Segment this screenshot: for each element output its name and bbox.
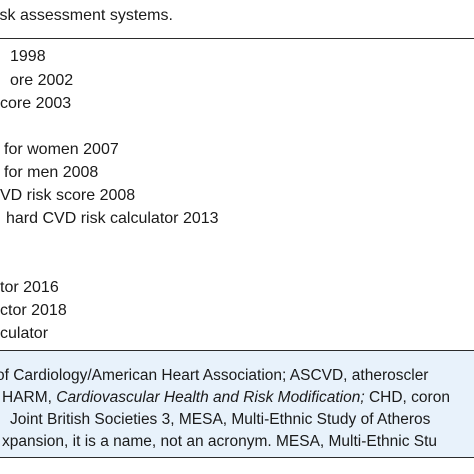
footnote-text: Joint British Societies 3, MESA, Multi-E… — [10, 411, 431, 428]
risk-system-entry: VD risk score 2008 — [0, 187, 136, 204]
footnote-text: HARM, — [2, 389, 57, 406]
table-row: for women 2007 — [4, 139, 119, 161]
risk-system-entry: culator — [0, 325, 49, 342]
table-row: ore 2002 — [10, 70, 73, 92]
risk-system-entry: for women 2007 — [4, 141, 119, 158]
table-row: for men 2008 — [4, 162, 98, 184]
footnote-line-4: xpansion, it is a name, not an acronym. … — [2, 431, 437, 453]
table-row: tor 2016 — [0, 277, 59, 299]
risk-system-entry: tor 2016 — [0, 279, 59, 296]
footnote-text: of Cardiology/American Heart Association… — [0, 367, 429, 384]
footnote-line-2: HARM, Cardiovascular Health and Risk Mod… — [2, 387, 450, 409]
footnote-line-1: of Cardiology/American Heart Association… — [0, 365, 428, 387]
footnote-panel: of Cardiology/American Heart Association… — [0, 351, 474, 457]
footnote-text: xpansion, it is a name, not an acronym. … — [2, 433, 438, 450]
risk-system-entry: core 2003 — [0, 95, 72, 112]
risk-system-entry: ore 2002 — [10, 72, 74, 89]
footnote-italic-text: Cardiovascular Health and Risk Modificat… — [56, 389, 365, 406]
footnote-line-3: Joint British Societies 3, MESA, Multi-E… — [10, 409, 430, 431]
footnote-text: CHD, coron — [364, 389, 450, 406]
table-row: core 2003 — [0, 93, 71, 115]
risk-system-entry: ctor 2018 — [0, 302, 67, 319]
table-bottom-rule — [0, 457, 474, 458]
table-top-rule — [0, 38, 474, 39]
table-row: VD risk score 2008 — [0, 185, 135, 207]
risk-system-entry: 1998 — [10, 48, 46, 65]
risk-system-entry: for men 2008 — [4, 164, 99, 181]
table-row: culator — [0, 323, 48, 345]
table-row: 1998 — [10, 46, 46, 68]
risk-system-entry: hard CVD risk calculator 2013 — [6, 210, 219, 227]
table-row: hard CVD risk calculator 2013 — [6, 208, 219, 230]
table-row: ctor 2018 — [0, 300, 67, 322]
table-caption-text: isk assessment systems. — [0, 7, 173, 24]
table-footer-rule — [0, 350, 474, 351]
